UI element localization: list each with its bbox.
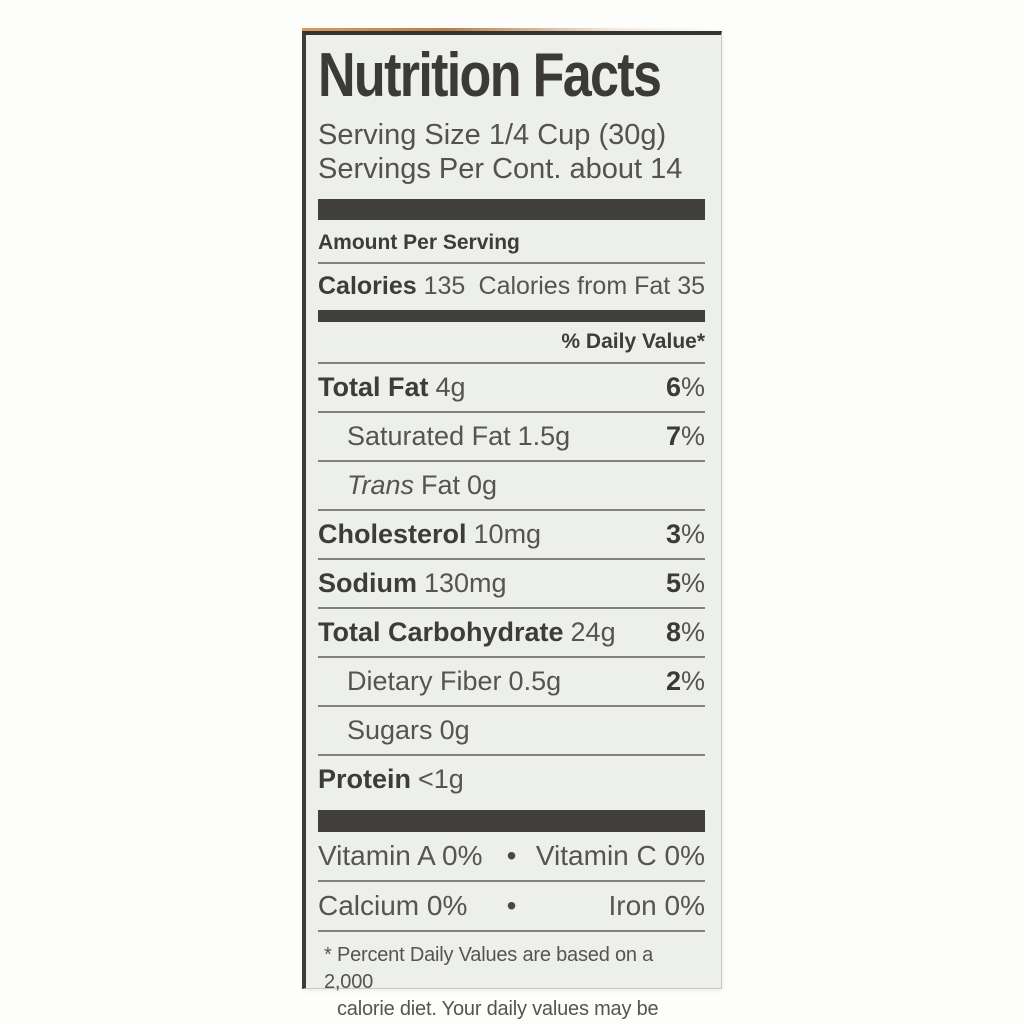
serving-size: Serving Size 1/4 Cup (30g) [318, 119, 667, 151]
vitamin-a: Vitamin A 0% [318, 840, 483, 871]
daily-value: 2% [665, 666, 705, 696]
hairline [318, 262, 705, 264]
label-title: Nutrition Facts [318, 41, 705, 118]
nutrient-row-sugars: Sugars 0g [318, 707, 705, 754]
nutrient-name: Sodium 130mg [318, 568, 507, 598]
vitamin-c: Vitamin C 0% [535, 840, 705, 871]
daily-value: 5% [665, 568, 705, 598]
servings-per-container: Servings Per Cont. about 14 [318, 153, 683, 185]
nutrient-row-cholesterol: Cholesterol 10mg 3% [318, 511, 705, 558]
daily-value: 8% [665, 617, 705, 647]
separator-bar-thick-bottom [318, 810, 705, 832]
hairline [318, 930, 705, 932]
nutrient-name: Total Fat 4g [318, 372, 466, 402]
calories-from-fat-value: 35 [677, 272, 705, 300]
amount-per-serving-heading: Amount Per Serving [318, 231, 520, 254]
nutrient-name: Protein <1g [318, 764, 464, 794]
daily-value: 3% [665, 519, 705, 549]
footnote-line: calorie diet. Your daily values may be h… [337, 998, 659, 1020]
nutrient-name: Saturated Fat 1.5g [347, 421, 571, 451]
hairline [318, 362, 705, 364]
hairline [318, 880, 705, 882]
daily-value-footnote: * Percent Daily Values are based on a 2,… [318, 932, 705, 1024]
nutrient-row-total-fat: Total Fat 4g 6% [318, 364, 705, 411]
nutrient-row-protein: Protein <1g [318, 756, 705, 803]
nutrient-row-total-carbohydrate: Total Carbohydrate 24g 8% [318, 609, 705, 656]
nutrient-row-sodium: Sodium 130mg 5% [318, 560, 705, 607]
hairline [318, 705, 705, 707]
hairline [318, 656, 705, 658]
micronutrient-row-minerals: Calcium 0% • Iron 0% [318, 882, 705, 930]
hairline [318, 558, 705, 560]
separator-bar-medium [318, 310, 705, 322]
daily-value: 7% [665, 421, 705, 451]
calories-from-fat: Calories from Fat 35 [479, 272, 705, 301]
calories-label: Calories [318, 272, 417, 300]
hairline [318, 411, 705, 413]
nutrient-name: Dietary Fiber 0.5g [347, 666, 562, 696]
calories: Calories 135 [318, 272, 465, 301]
calories-value: 135 [423, 272, 466, 300]
nutrient-row-saturated-fat: Saturated Fat 1.5g 7% [318, 413, 705, 460]
nutrient-name: Cholesterol 10mg [318, 519, 542, 549]
footnote-line: * Percent Daily Values are based on a 2,… [324, 944, 654, 993]
label-content: Nutrition Facts Serving Size 1/4 Cup (30… [306, 35, 721, 1024]
hairline [318, 754, 705, 756]
calcium: Calcium 0% [318, 890, 468, 921]
calories-from-fat-label: Calories from Fat [478, 272, 671, 300]
daily-value-header: % Daily Value* [561, 330, 705, 353]
daily-value: 6% [665, 372, 705, 402]
hairline [318, 509, 705, 511]
micronutrient-row-vitamins: Vitamin A 0% • Vitamin C 0% [318, 832, 705, 880]
bullet-separator: • [506, 840, 517, 871]
nutrition-facts-label: Nutrition Facts Serving Size 1/4 Cup (30… [302, 28, 722, 1020]
nutrient-row-trans-fat: Trans Fat 0g [318, 462, 705, 509]
label-title-text: Nutrition Facts [318, 41, 662, 110]
hairline [318, 607, 705, 609]
nutrient-name: Sugars 0g [347, 715, 470, 745]
bullet-separator: • [506, 890, 517, 921]
separator-bar-thick-top [318, 199, 705, 220]
nutrient-name: Total Carbohydrate 24g [318, 617, 616, 647]
nutrient-name: Trans Fat 0g [347, 470, 498, 500]
hairline [318, 460, 705, 462]
iron: Iron 0% [608, 890, 706, 921]
nutrient-row-dietary-fiber: Dietary Fiber 0.5g 2% [318, 658, 705, 705]
calories-row: Calories 135 Calories from Fat 35 [318, 264, 705, 310]
